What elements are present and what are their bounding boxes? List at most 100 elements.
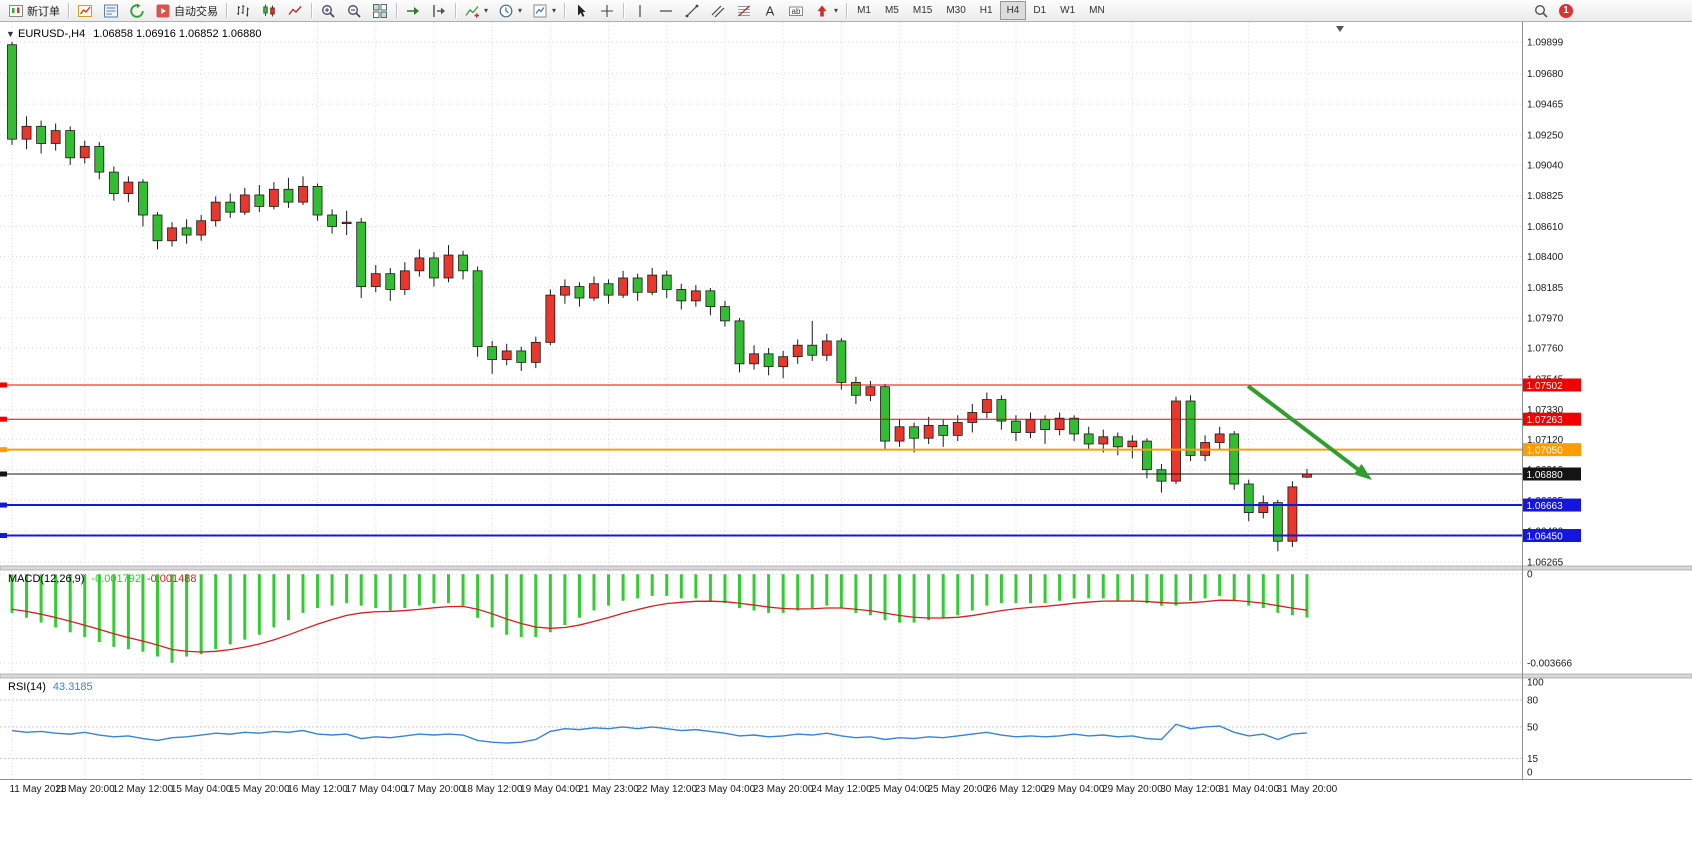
time-label[interactable]: 30 May 12:00 <box>1160 784 1221 795</box>
tf-m30[interactable]: M30 <box>939 1 972 20</box>
candle-up <box>792 344 803 358</box>
bar-chart-button[interactable] <box>230 1 256 20</box>
annotations-layer[interactable] <box>1246 26 1372 480</box>
candle-down <box>632 277 643 293</box>
tf-m30-label: M30 <box>946 5 966 16</box>
navigator-button[interactable] <box>124 1 150 20</box>
chart-window[interactable]: 1.09899 1.09680 1.09465 1.09250 1.09040 1.088… <box>0 22 1692 863</box>
candle-down <box>429 257 439 279</box>
auto-scroll-button[interactable] <box>400 1 426 20</box>
price-tick-label: 1.07760 <box>1527 344 1564 355</box>
cursor-button[interactable] <box>568 1 594 20</box>
candle-down <box>225 201 236 213</box>
tf-w1[interactable]: W1 <box>1053 1 1082 20</box>
time-label[interactable]: 25 May 04:00 <box>869 784 930 795</box>
tf-m1[interactable]: M1 <box>850 1 878 20</box>
candle-down <box>327 214 338 227</box>
time-label[interactable]: 19 May 04:00 <box>520 784 581 795</box>
crosshair-button[interactable] <box>594 1 620 20</box>
fibonacci-icon <box>736 3 752 19</box>
tf-h4[interactable]: H4 <box>999 1 1027 20</box>
time-label[interactable]: 15 May 20:00 <box>229 784 290 795</box>
macd-pane-separator[interactable] <box>0 565 1692 571</box>
price-tag-1.06663[interactable] <box>1523 498 1581 512</box>
channel-button[interactable] <box>705 1 731 20</box>
price-tag-1.06450[interactable] <box>1523 529 1581 543</box>
candle-up <box>1025 419 1036 433</box>
vertical-line-button[interactable] <box>627 1 653 20</box>
notification-badge[interactable]: 1 <box>1559 3 1573 18</box>
time-label[interactable]: 29 May 04:00 <box>1044 784 1105 795</box>
trend-arrow[interactable] <box>1246 384 1363 474</box>
market-watch-button[interactable] <box>98 1 124 20</box>
time-label[interactable]: 24 May 12:00 <box>811 784 872 795</box>
tf-d1[interactable]: D1 <box>1026 1 1053 20</box>
rsi-pane-separator[interactable] <box>0 673 1692 679</box>
zoom-in-button[interactable] <box>315 1 341 20</box>
tile-windows-button[interactable] <box>367 1 393 20</box>
indicators-button[interactable]: ▾ <box>459 1 493 20</box>
time-label[interactable]: 31 May 04:00 <box>1218 784 1279 795</box>
time-label[interactable]: 12 May 12:00 <box>113 784 174 795</box>
trendline-button[interactable] <box>679 1 705 20</box>
time-label[interactable]: 21 May 23:00 <box>578 784 639 795</box>
label-button[interactable]: ab <box>783 1 809 20</box>
time-label[interactable]: 31 May 20:00 <box>1277 784 1338 795</box>
candle-down <box>138 181 148 216</box>
price-tag-1.07502[interactable] <box>1523 378 1581 392</box>
trend-arrow-head[interactable] <box>1353 463 1372 480</box>
price-tag-1.07050[interactable] <box>1523 443 1581 457</box>
time-label[interactable]: 29 May 20:00 <box>1102 784 1163 795</box>
separators-layer[interactable] <box>0 22 1692 780</box>
new-order-button[interactable]: 新订单 <box>3 1 65 20</box>
tf-m5[interactable]: M5 <box>878 1 906 20</box>
candlestick-chart-button[interactable] <box>256 1 282 20</box>
horizontal-line-button[interactable] <box>653 1 679 20</box>
time-label[interactable]: 15 May 04:00 <box>171 784 232 795</box>
arrows-button[interactable]: ▾ <box>809 1 843 20</box>
time-label[interactable]: 11 May 20:00 <box>55 784 115 795</box>
price-tick-label: 1.08825 <box>1527 191 1564 202</box>
time-label[interactable]: 23 May 20:00 <box>753 784 814 795</box>
candle-up <box>1054 417 1065 431</box>
price-tag-1.07263[interactable] <box>1523 412 1581 426</box>
tf-h1[interactable]: H1 <box>973 1 1000 20</box>
autotrading-button[interactable]: 自动交易 <box>150 1 223 20</box>
search-button[interactable] <box>1528 1 1554 20</box>
chart-shift-button[interactable] <box>426 1 452 20</box>
candle-up <box>370 273 381 287</box>
line-chart-icon <box>287 3 303 19</box>
text-button[interactable]: A <box>757 1 783 20</box>
time-label[interactable]: 17 May 04:00 <box>345 784 406 795</box>
price-scale[interactable]: 1.09899 1.09680 1.09465 1.09250 1.09040 1.088… <box>1527 38 1572 779</box>
candle-down <box>1011 420 1021 433</box>
chart-canvas[interactable]: 1.09899 1.09680 1.09465 1.09250 1.09040 1.088… <box>0 22 1692 863</box>
chart-shift-marker-icon <box>1336 26 1344 32</box>
tf-m15[interactable]: M15 <box>906 1 939 20</box>
tf-m5-label: M5 <box>884 5 899 16</box>
tf-mn[interactable]: MN <box>1082 1 1112 20</box>
time-label[interactable]: 26 May 12:00 <box>986 784 1047 795</box>
time-label[interactable]: 22 May 12:00 <box>636 784 697 795</box>
zoom-out-button[interactable] <box>341 1 367 20</box>
templates-button[interactable]: ▾ <box>527 1 561 20</box>
time-label[interactable]: 23 May 04:00 <box>695 784 756 795</box>
price-tick-label: 1.09899 <box>1527 38 1564 49</box>
time-label[interactable]: 16 May 12:00 <box>287 784 348 795</box>
candle-up <box>196 220 207 236</box>
time-label[interactable]: 11 May 2023 <box>9 784 67 795</box>
current-price-tag[interactable] <box>1523 467 1581 481</box>
time-label[interactable]: 18 May 12:00 <box>462 784 523 795</box>
new-chart-button[interactable] <box>72 1 98 20</box>
fibonacci-button[interactable] <box>731 1 757 20</box>
periods-button[interactable]: ▾ <box>493 1 527 20</box>
candle-up <box>123 181 134 194</box>
time-label[interactable]: 25 May 20:00 <box>927 784 988 795</box>
time-label[interactable]: 17 May 20:00 <box>404 784 465 795</box>
caret-down-icon: ▾ <box>834 6 839 15</box>
candle-down <box>851 382 861 396</box>
line-chart-button[interactable] <box>282 1 308 20</box>
chart-menu-icon[interactable]: ▼ <box>6 29 15 39</box>
hlines-layer[interactable] <box>0 382 1522 539</box>
